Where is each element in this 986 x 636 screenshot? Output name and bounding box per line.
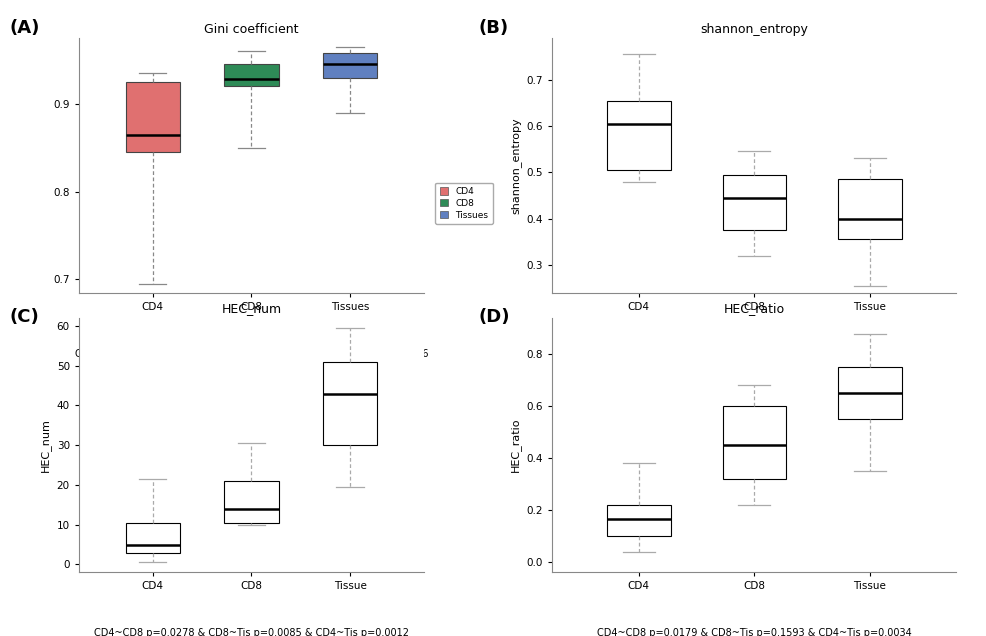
Y-axis label: HEC_num: HEC_num xyxy=(40,418,51,472)
Text: (A): (A) xyxy=(10,19,40,37)
Text: CD4~CD8 p=0.063 & CD8~Tissues p=0.3233 & CD4~Tissues p=0.0306: CD4~CD8 p=0.063 & CD8~Tissues p=0.3233 &… xyxy=(75,349,428,359)
Title: Gini coefficient: Gini coefficient xyxy=(204,23,299,36)
Text: (D): (D) xyxy=(478,308,510,326)
PathPatch shape xyxy=(723,175,786,230)
PathPatch shape xyxy=(323,362,377,445)
Title: shannon_entropy: shannon_entropy xyxy=(700,23,809,36)
PathPatch shape xyxy=(838,179,901,239)
Text: CD4~CD8 p=0.011 & CD8~Tis p=0.544 & CD4~Tis p=0.0061: CD4~CD8 p=0.011 & CD8~Tis p=0.544 & CD4~… xyxy=(603,349,905,359)
Text: (B): (B) xyxy=(478,19,509,37)
PathPatch shape xyxy=(126,82,179,152)
Title: HEC_num: HEC_num xyxy=(222,303,281,315)
Text: CD4~CD8 p=0.0179 & CD8~Tis p=0.1593 & CD4~Tis p=0.0034: CD4~CD8 p=0.0179 & CD8~Tis p=0.1593 & CD… xyxy=(597,628,912,636)
PathPatch shape xyxy=(607,505,670,536)
Legend: CD4, CD8, Tissues: CD4, CD8, Tissues xyxy=(436,183,493,224)
PathPatch shape xyxy=(323,53,377,78)
PathPatch shape xyxy=(225,64,278,86)
PathPatch shape xyxy=(126,523,179,553)
PathPatch shape xyxy=(225,481,278,523)
Text: CD4~CD8 p=0.0278 & CD8~Tis p=0.0085 & CD4~Tis p=0.0012: CD4~CD8 p=0.0278 & CD8~Tis p=0.0085 & CD… xyxy=(94,628,409,636)
Text: (C): (C) xyxy=(10,308,39,326)
PathPatch shape xyxy=(723,406,786,479)
Title: HEC_ratio: HEC_ratio xyxy=(724,303,785,315)
PathPatch shape xyxy=(838,368,901,419)
PathPatch shape xyxy=(607,100,670,170)
Y-axis label: HEC_ratio: HEC_ratio xyxy=(510,418,521,473)
Y-axis label: shannon_entropy: shannon_entropy xyxy=(510,117,521,214)
